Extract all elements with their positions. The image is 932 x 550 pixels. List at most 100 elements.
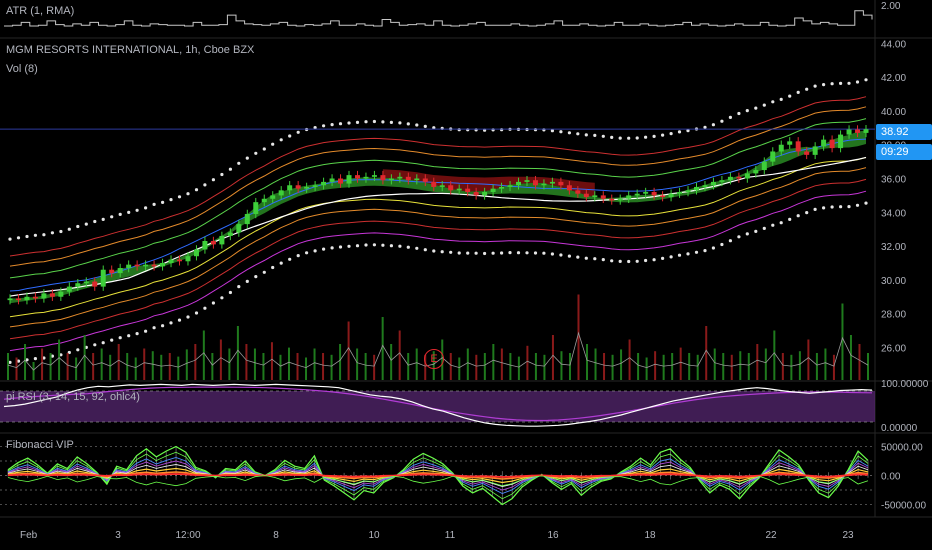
dotted-upper-band-dot bbox=[135, 208, 139, 212]
price-axis-tick: 36.00 bbox=[881, 175, 906, 186]
candle-body bbox=[151, 264, 157, 267]
price-axis-tick: 32.00 bbox=[881, 242, 906, 253]
candle-body bbox=[736, 176, 742, 179]
volume-bar bbox=[228, 348, 231, 380]
candle-body bbox=[821, 139, 827, 147]
dotted-upper-band-dot bbox=[76, 224, 80, 229]
grid-lines bbox=[0, 0, 932, 518]
atr-pane bbox=[4, 10, 873, 27]
candle-body bbox=[710, 181, 716, 186]
ribbon-fill bbox=[10, 130, 866, 304]
dotted-upper-band-dot bbox=[245, 156, 249, 160]
dotted-lower-band-dot bbox=[372, 243, 376, 247]
candle-body bbox=[304, 186, 310, 189]
dotted-lower-band-dot bbox=[389, 244, 393, 248]
candle-body bbox=[270, 195, 276, 199]
atr-legend[interactable]: ATR (1, RMA) bbox=[6, 5, 75, 17]
dotted-upper-band-dot bbox=[567, 131, 572, 135]
candle-body bbox=[499, 186, 505, 189]
fib-legend[interactable]: Fibonacci VIP bbox=[6, 439, 74, 451]
candle-body bbox=[804, 151, 810, 155]
volume-bar bbox=[313, 348, 316, 380]
dotted-upper-band-dot bbox=[652, 134, 656, 138]
candle-body bbox=[473, 192, 479, 196]
dotted-upper-band-dot bbox=[228, 167, 232, 171]
dotted-lower-band-dot bbox=[491, 251, 495, 255]
dotted-upper-band-dot bbox=[762, 103, 766, 107]
x-axis-tick: 22 bbox=[765, 530, 777, 541]
dotted-upper-band-dot bbox=[728, 115, 733, 119]
candle-body bbox=[32, 296, 38, 299]
volume-bar bbox=[543, 354, 546, 380]
candle-body bbox=[49, 293, 55, 297]
candle-body bbox=[626, 195, 632, 199]
volume-bar bbox=[83, 335, 86, 380]
rsi-legend[interactable]: pi RSI (3, 14, 15, 92, ohlc4) bbox=[6, 391, 140, 403]
dotted-lower-band-dot bbox=[338, 245, 343, 249]
ma-blue bbox=[9, 138, 867, 292]
volume-bar bbox=[262, 353, 265, 380]
dotted-upper-band-dot bbox=[347, 121, 351, 125]
price-axis-tick: 30.00 bbox=[881, 276, 906, 287]
dotted-upper-band-dot bbox=[364, 120, 368, 124]
envelope-orange-lower bbox=[9, 167, 867, 328]
candle-body bbox=[558, 181, 564, 186]
symbol-legend[interactable]: MGM RESORTS INTERNATIONAL, 1h, Cboe BZX bbox=[6, 44, 255, 56]
candle-body bbox=[524, 180, 530, 182]
dotted-upper-band-dot bbox=[372, 119, 376, 124]
volume-bar bbox=[466, 348, 469, 380]
volume-bar bbox=[134, 357, 137, 380]
dotted-upper-band-dot bbox=[737, 111, 741, 116]
dotted-upper-band-dot bbox=[194, 188, 199, 192]
candle-body bbox=[651, 192, 657, 196]
candle-body bbox=[634, 193, 640, 196]
candle-body bbox=[609, 198, 615, 201]
dotted-lower-band-dot bbox=[50, 354, 55, 358]
candle-body bbox=[312, 185, 318, 187]
earnings-marker[interactable]: E bbox=[424, 349, 444, 369]
dotted-lower-band-dot bbox=[720, 242, 724, 247]
fib-axis-tick: 0.00 bbox=[881, 472, 901, 483]
volume-bar bbox=[492, 344, 495, 380]
envelope-red-lower bbox=[9, 178, 867, 340]
dotted-upper-band-dot bbox=[25, 234, 29, 239]
dotted-lower-band-dot bbox=[313, 249, 317, 253]
price-axis-tick: 44.00 bbox=[881, 39, 906, 50]
dotted-upper-band-dot bbox=[457, 128, 461, 132]
dotted-lower-band-dot bbox=[279, 261, 283, 265]
fib-axis-tick: -50000.00 bbox=[881, 501, 926, 512]
candle-body bbox=[278, 190, 284, 196]
volume-bar bbox=[296, 353, 299, 380]
dotted-lower-band-dot bbox=[355, 244, 360, 248]
volume-bar bbox=[790, 354, 793, 380]
x-axis-tick: 16 bbox=[547, 530, 559, 541]
x-axis-tick: 10 bbox=[368, 530, 380, 541]
volume-bar bbox=[730, 354, 733, 380]
volume-bar bbox=[407, 353, 410, 380]
envelope-red-upper bbox=[9, 96, 867, 257]
volume-bar bbox=[654, 351, 657, 380]
volume-legend[interactable]: Vol (8) bbox=[6, 63, 38, 75]
dotted-lower-band-dot bbox=[567, 254, 572, 258]
dotted-upper-band-dot bbox=[669, 132, 673, 136]
rsi-axis-tick: 100.00000 bbox=[881, 379, 929, 390]
dotted-lower-band-dot bbox=[779, 221, 783, 225]
dotted-lower-band-dot bbox=[644, 258, 648, 263]
candle-body bbox=[516, 181, 522, 186]
dotted-lower-band-dot bbox=[813, 207, 817, 211]
volume-bar bbox=[679, 347, 682, 380]
dotted-upper-band-dot bbox=[279, 138, 283, 142]
dotted-upper-band-dot bbox=[8, 237, 12, 241]
dotted-upper-band-dot bbox=[152, 202, 156, 206]
dotted-lower-band-dot bbox=[474, 251, 478, 255]
candle-body bbox=[160, 262, 166, 267]
dotted-lower-band-dot bbox=[584, 256, 588, 260]
volume-bar bbox=[611, 354, 614, 380]
candle-body bbox=[787, 141, 793, 145]
volume-bar bbox=[713, 348, 716, 380]
dotted-lower-band-dot bbox=[101, 341, 105, 345]
dotted-lower-band-dot bbox=[127, 334, 131, 338]
candle-body bbox=[693, 186, 699, 191]
dotted-lower-band-dot bbox=[423, 248, 427, 252]
candle-body bbox=[388, 178, 394, 181]
